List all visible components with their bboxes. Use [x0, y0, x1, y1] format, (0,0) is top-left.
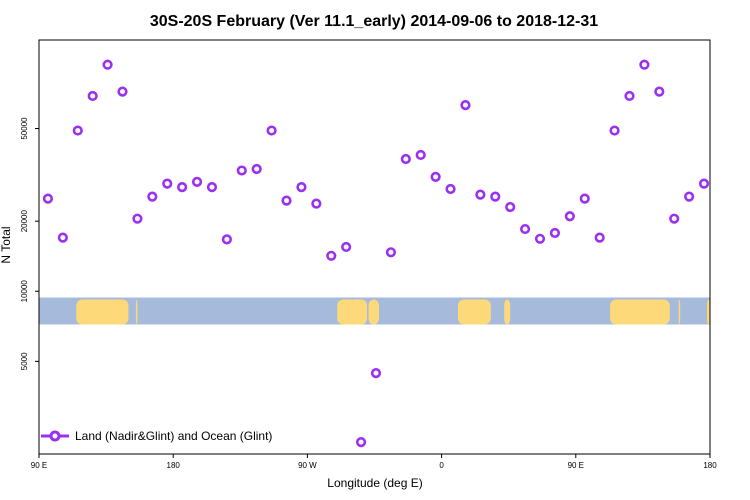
x-axis: 90 E 180 90 W 0 90 E 180 — [31, 454, 717, 470]
data-point — [177, 182, 188, 193]
x-tick-label: 90 E — [31, 461, 47, 470]
land-segment — [135, 299, 138, 325]
data-point — [624, 90, 635, 102]
x-tick-label: 180 — [167, 461, 181, 470]
y-tick-label: 20000 — [20, 210, 29, 233]
data-point — [609, 125, 620, 136]
land-segment — [458, 299, 491, 325]
data-point — [341, 241, 352, 253]
data-point — [520, 223, 531, 235]
land-segment — [678, 299, 681, 325]
x-tick-label: 90 E — [568, 461, 584, 470]
land-segment — [504, 299, 511, 325]
data-point — [669, 213, 680, 224]
data-point — [490, 191, 501, 202]
data-point — [594, 232, 605, 243]
data-point — [579, 193, 590, 204]
data-point — [355, 436, 367, 448]
plot-frame — [38, 39, 711, 455]
y-tick-label: 5000 — [20, 352, 29, 370]
legend: Land (Nadir&Glint) and Ocean (Glint) — [41, 429, 272, 443]
data-point — [460, 100, 471, 111]
data-point — [385, 247, 397, 258]
data-point — [311, 198, 322, 209]
data-point — [266, 125, 277, 136]
data-point — [57, 232, 68, 243]
x-tick-label: 90 W — [298, 461, 317, 470]
y-axis: 5000 10000 20000 50000 — [20, 117, 39, 370]
data-point — [251, 163, 262, 175]
data-point — [206, 182, 218, 193]
land-segment — [76, 299, 129, 325]
data-point — [162, 178, 173, 189]
data-point — [684, 191, 695, 202]
data-point — [147, 191, 158, 202]
data-point — [534, 233, 546, 244]
data-point — [549, 227, 561, 239]
data-point — [236, 165, 247, 176]
data-point — [117, 86, 128, 97]
y-axis-label: N Total — [0, 226, 13, 263]
land-ocean-strip — [39, 297, 710, 325]
land-segment — [707, 299, 710, 325]
data-point — [281, 195, 292, 206]
data-point — [132, 213, 143, 224]
land-segment — [368, 299, 379, 325]
data-points — [42, 59, 710, 448]
data-point — [87, 90, 98, 102]
x-axis-label: Longitude (deg E) — [327, 476, 422, 490]
data-point — [475, 189, 486, 200]
data-point — [564, 211, 575, 222]
legend-label: Land (Nadir&Glint) and Ocean (Glint) — [75, 429, 272, 443]
data-point — [415, 149, 426, 161]
data-point — [326, 250, 337, 261]
y-tick-label: 50000 — [20, 117, 29, 140]
data-point — [445, 183, 456, 195]
legend-marker — [49, 430, 61, 442]
data-point — [296, 182, 307, 193]
land-segment — [337, 299, 368, 325]
data-point — [191, 176, 203, 187]
chart-title: 30S-20S February (Ver 11.1_early) 2014-0… — [150, 13, 598, 30]
data-point — [102, 59, 113, 70]
data-point — [221, 234, 232, 245]
land-segment — [610, 299, 670, 325]
data-point — [42, 193, 54, 204]
x-tick-label: 0 — [439, 461, 444, 470]
x-tick-label: 180 — [703, 461, 717, 470]
data-point — [654, 86, 665, 97]
data-point — [639, 59, 650, 70]
data-point — [698, 178, 710, 189]
data-point — [400, 153, 411, 165]
data-point — [505, 201, 516, 213]
data-point — [430, 171, 441, 182]
data-point — [72, 125, 83, 136]
data-point — [370, 368, 382, 379]
y-tick-label: 10000 — [20, 280, 29, 303]
